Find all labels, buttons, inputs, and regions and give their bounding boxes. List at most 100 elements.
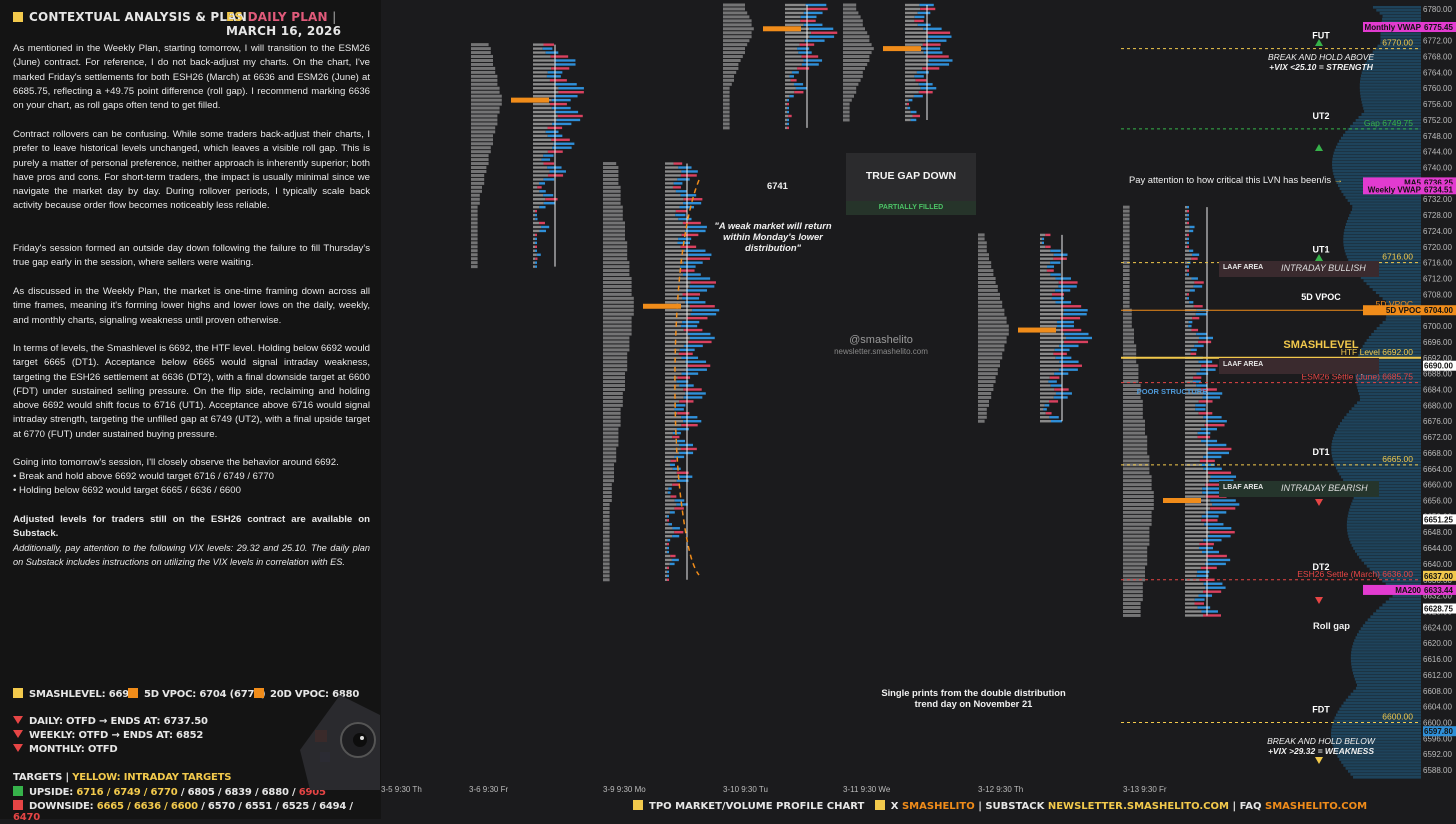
- session-volume-bar: [665, 170, 682, 173]
- tpo-letter-row: [978, 257, 989, 261]
- tpo-letter-row: [1123, 221, 1130, 225]
- composite-volume-bar: [1389, 597, 1421, 601]
- tpo-letter-row: [603, 288, 632, 292]
- session-volume-bar: [1185, 408, 1196, 411]
- session-volume-bar: [785, 106, 787, 110]
- tpo-letter-row: [978, 320, 1007, 324]
- session-volume-bar: [535, 257, 538, 260]
- tpo-letter-row: [843, 98, 852, 102]
- session-volume-bar: [803, 59, 823, 62]
- session-volume-bar: [1185, 447, 1209, 451]
- session-volume-bar: [914, 15, 925, 19]
- tpo-letter-row: [1123, 316, 1132, 320]
- session-volume-bar: [667, 546, 669, 550]
- session-volume-bar: [790, 79, 797, 82]
- tpo-letter-row: [603, 502, 610, 506]
- session-volume-bar: [1187, 221, 1189, 225]
- session-volume-bar: [533, 102, 550, 106]
- title-square-icon: [13, 12, 23, 22]
- tpo-letter-row: [1123, 312, 1132, 316]
- axis-tag: [1423, 177, 1456, 188]
- composite-volume-bar: [1352, 208, 1421, 211]
- axis-tag-name: Monthly VWAP: [1365, 23, 1422, 32]
- tpo-letter-row: [471, 181, 485, 185]
- y-tick-label: 6656.00: [1423, 497, 1452, 506]
- tpo-letter-row: [1123, 257, 1130, 261]
- session-volume-bar: [665, 531, 675, 534]
- axis-tag-name-bg: [1363, 177, 1423, 188]
- tpo-letter-row: [471, 162, 489, 166]
- session-volume-bar: [905, 15, 915, 19]
- session-volume-bar: [686, 289, 708, 292]
- axis-tag-name-bg: [1363, 584, 1423, 595]
- tpo-letter-row: [471, 209, 478, 213]
- tpo-letter-row: [843, 110, 850, 114]
- session-volume-bar: [665, 550, 667, 554]
- session-volume-bar: [787, 110, 789, 114]
- session-volume-bar: [543, 154, 554, 157]
- composite-volume-bar: [1349, 538, 1421, 541]
- session-volume-bar: [1208, 471, 1232, 474]
- level-name-label: UT1: [1312, 245, 1329, 255]
- composite-volume-bar: [1344, 416, 1421, 419]
- y-tick-label: 6616.00: [1423, 655, 1452, 664]
- session-volume-bar: [665, 241, 678, 245]
- tpo-letter-row: [603, 284, 632, 288]
- tpo-letter-row: [1123, 280, 1130, 284]
- tpo-letter-row: [1123, 479, 1152, 483]
- tpo-letter-row: [1123, 348, 1137, 352]
- session-volume-bar: [1201, 610, 1218, 613]
- composite-volume-bar: [1357, 386, 1421, 390]
- session-volume-bar: [785, 83, 795, 86]
- session-volume-bar: [922, 43, 941, 46]
- tpo-letter-row: [1123, 364, 1139, 368]
- substack-link[interactable]: NEWSLETTER.SMASHELITO.COM: [1047, 801, 1229, 812]
- session-volume-bar: [672, 527, 680, 530]
- session-volume-bar: [1185, 301, 1190, 304]
- watermark-site: newsletter.smashelito.com: [834, 347, 928, 356]
- session-volume-bar: [789, 94, 794, 98]
- session-volume-bar: [682, 320, 700, 324]
- session-volume-bar: [809, 35, 835, 38]
- composite-volume-bar: [1355, 380, 1421, 384]
- session-volume-bar: [797, 47, 810, 50]
- tpo-letter-row: [843, 47, 874, 51]
- legend-20d-vpoc: 20D VPOC: 6880: [254, 688, 359, 700]
- session-volume-bar: [665, 257, 688, 260]
- tpo-letter-row: [471, 245, 478, 249]
- tpo-letter-row: [723, 86, 730, 90]
- session-volume-bar: [1053, 257, 1067, 260]
- session-volume-bar: [665, 182, 674, 185]
- session-volume-bar: [554, 59, 576, 62]
- tpo-letter-row: [603, 435, 619, 439]
- axis-tag-value: 6637.00: [1424, 572, 1453, 581]
- y-tick-label: 6708.00: [1423, 290, 1452, 299]
- composite-volume-bar: [1355, 636, 1421, 639]
- session-volume-bar: [533, 245, 535, 249]
- session-volume-bar: [1185, 312, 1196, 316]
- tpo-letter-row: [978, 304, 1003, 308]
- legend-weekly: WEEKLY: OTFD → ENDS AT: 6852: [13, 730, 203, 741]
- session-volume-bar: [680, 265, 696, 268]
- faq-link[interactable]: SMASHELITO.COM: [1265, 801, 1368, 812]
- composite-volume-bar: [1372, 50, 1421, 54]
- session-volume-bar: [1185, 229, 1190, 233]
- tpo-letter-row: [1123, 407, 1143, 411]
- session-volume-bar: [1205, 562, 1226, 566]
- tpo-letter-row: [1123, 455, 1150, 459]
- composite-volume-bar: [1356, 383, 1421, 387]
- session-volume-bar: [1185, 527, 1209, 530]
- session-volume-bar: [1040, 285, 1059, 288]
- tpo-letter-row: [1123, 463, 1150, 467]
- session-poc-bar: [763, 26, 801, 32]
- tpo-letter-row: [471, 205, 478, 209]
- session-volume-bar: [785, 126, 787, 130]
- tpo-letter-row: [978, 352, 1003, 356]
- session-volume-bar: [1188, 324, 1192, 328]
- session-volume-bar: [665, 570, 667, 574]
- x-link[interactable]: SMASHELITO: [901, 801, 975, 812]
- tpo-letter-row: [1123, 522, 1152, 526]
- tpo-letter-row: [603, 562, 610, 566]
- session-volume-bar: [1185, 221, 1187, 225]
- composite-volume-bar: [1348, 410, 1421, 413]
